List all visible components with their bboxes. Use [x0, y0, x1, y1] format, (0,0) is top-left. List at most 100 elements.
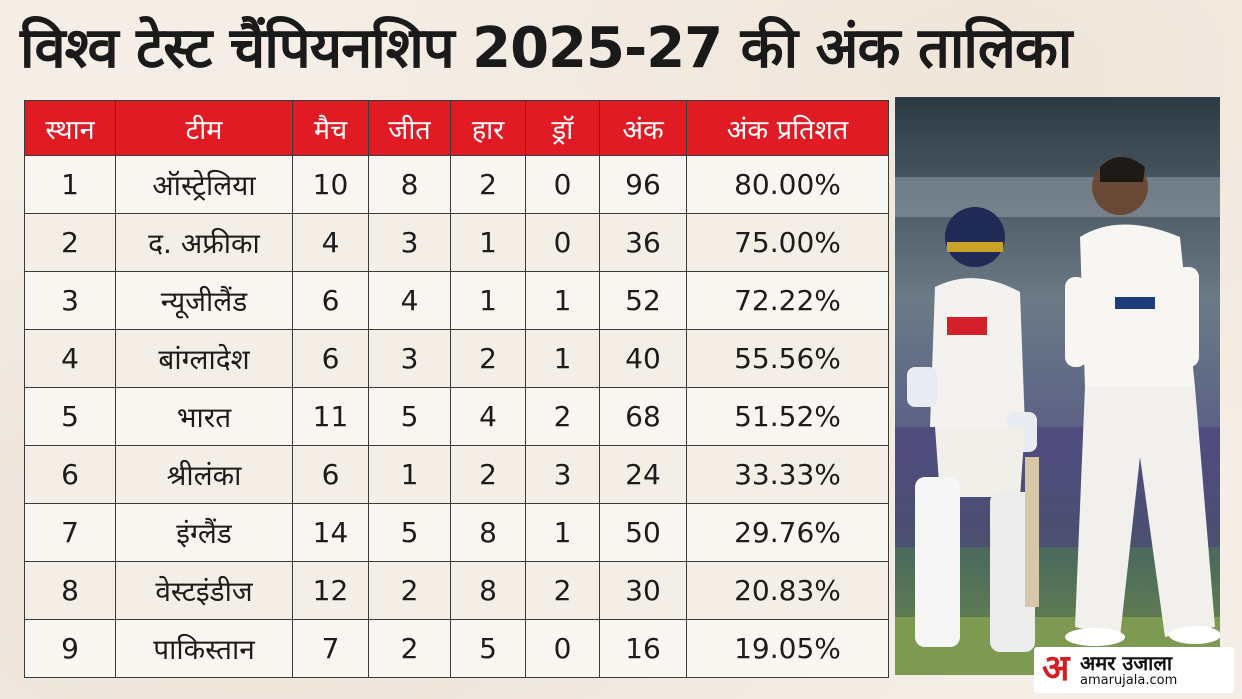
- cell-team: भारत: [115, 387, 293, 446]
- cell-wins: 4: [368, 271, 451, 330]
- header-draws: ड्रॉ: [525, 100, 600, 156]
- cell-losses: 4: [450, 387, 526, 446]
- cell-wins: 2: [368, 619, 451, 678]
- cell-points-percentage: 20.83%: [686, 561, 889, 620]
- cell-position: 4: [24, 329, 116, 388]
- cell-draws: 1: [525, 503, 600, 562]
- table-row: 5 भारत 11 5 4 2 68 51.52%: [24, 387, 889, 446]
- cell-matches: 7: [292, 619, 369, 678]
- bowler-figure: [1065, 157, 1220, 646]
- cell-points: 68: [599, 387, 687, 446]
- table-row: 7 इंग्लैंड 14 5 8 1 50 29.76%: [24, 503, 889, 562]
- cell-team: इंग्लैंड: [115, 503, 293, 562]
- cell-points-percentage: 19.05%: [686, 619, 889, 678]
- cell-matches: 6: [292, 271, 369, 330]
- cell-team: वेस्टइंडीज: [115, 561, 293, 620]
- table-row: 6 श्रीलंका 6 1 2 3 24 33.33%: [24, 445, 889, 504]
- cell-points: 24: [599, 445, 687, 504]
- cell-draws: 2: [525, 387, 600, 446]
- cell-losses: 1: [450, 213, 526, 272]
- cell-draws: 2: [525, 561, 600, 620]
- table-row: 2 द. अफ्रीका 4 3 1 0 36 75.00%: [24, 213, 889, 272]
- amar-ujala-logo-icon: अ: [1042, 648, 1070, 689]
- cell-draws: 3: [525, 445, 600, 504]
- header-losses: हार: [450, 100, 526, 156]
- cell-wins: 1: [368, 445, 451, 504]
- header-matches: मैच: [292, 100, 369, 156]
- cell-points: 96: [599, 155, 687, 214]
- cell-matches: 11: [292, 387, 369, 446]
- cricket-players-photo: [895, 97, 1220, 675]
- cell-matches: 12: [292, 561, 369, 620]
- cell-position: 2: [24, 213, 116, 272]
- cell-losses: 2: [450, 155, 526, 214]
- cell-draws: 1: [525, 271, 600, 330]
- cell-points: 16: [599, 619, 687, 678]
- cell-team: पाकिस्तान: [115, 619, 293, 678]
- cell-matches: 6: [292, 329, 369, 388]
- cell-points-percentage: 51.52%: [686, 387, 889, 446]
- cell-losses: 2: [450, 329, 526, 388]
- cell-points-percentage: 80.00%: [686, 155, 889, 214]
- cell-matches: 6: [292, 445, 369, 504]
- header-team: टीम: [115, 100, 293, 156]
- cell-points: 50: [599, 503, 687, 562]
- cell-draws: 0: [525, 213, 600, 272]
- cell-position: 9: [24, 619, 116, 678]
- cell-points-percentage: 33.33%: [686, 445, 889, 504]
- cell-position: 6: [24, 445, 116, 504]
- table-row: 8 वेस्टइंडीज 12 2 8 2 30 20.83%: [24, 561, 889, 620]
- header-points-percentage: अंक प्रतिशत: [686, 100, 889, 156]
- cell-draws: 0: [525, 155, 600, 214]
- table-row: 1 ऑस्ट्रेलिया 10 8 2 0 96 80.00%: [24, 155, 889, 214]
- cell-losses: 8: [450, 503, 526, 562]
- cell-points: 40: [599, 329, 687, 388]
- cell-wins: 2: [368, 561, 451, 620]
- cell-points: 36: [599, 213, 687, 272]
- page-title: विश्व टेस्ट चैंपियनशिप 2025-27 की अंक ता…: [20, 16, 1072, 81]
- batsman-figure: [907, 207, 1039, 652]
- cell-team: न्यूजीलैंड: [115, 271, 293, 330]
- points-table: स्थान टीम मैच जीत हार ड्रॉ अंक अंक प्रति…: [24, 100, 889, 678]
- cell-points-percentage: 72.22%: [686, 271, 889, 330]
- cell-wins: 5: [368, 387, 451, 446]
- header-wins: जीत: [368, 100, 451, 156]
- cell-position: 8: [24, 561, 116, 620]
- table-row: 9 पाकिस्तान 7 2 5 0 16 19.05%: [24, 619, 889, 678]
- cell-position: 3: [24, 271, 116, 330]
- amar-ujala-logo: अ अमर उजाला amarujala.com: [1034, 647, 1234, 693]
- cell-team: द. अफ्रीका: [115, 213, 293, 272]
- cell-team: ऑस्ट्रेलिया: [115, 155, 293, 214]
- cell-matches: 10: [292, 155, 369, 214]
- players-illustration: [895, 97, 1220, 675]
- cell-position: 7: [24, 503, 116, 562]
- cell-wins: 8: [368, 155, 451, 214]
- cell-matches: 4: [292, 213, 369, 272]
- cell-wins: 3: [368, 213, 451, 272]
- cell-losses: 8: [450, 561, 526, 620]
- cell-points: 30: [599, 561, 687, 620]
- header-points: अंक: [599, 100, 687, 156]
- cell-points-percentage: 75.00%: [686, 213, 889, 272]
- cell-losses: 2: [450, 445, 526, 504]
- logo-brand-name: अमर उजाला: [1080, 651, 1173, 675]
- cell-points: 52: [599, 271, 687, 330]
- cell-losses: 5: [450, 619, 526, 678]
- table-header-row: स्थान टीम मैच जीत हार ड्रॉ अंक अंक प्रति…: [24, 100, 889, 156]
- cell-team: बांग्लादेश: [115, 329, 293, 388]
- table-row: 4 बांग्लादेश 6 3 2 1 40 55.56%: [24, 329, 889, 388]
- cell-wins: 5: [368, 503, 451, 562]
- cell-points-percentage: 29.76%: [686, 503, 889, 562]
- cell-position: 1: [24, 155, 116, 214]
- cell-matches: 14: [292, 503, 369, 562]
- cell-wins: 3: [368, 329, 451, 388]
- cell-position: 5: [24, 387, 116, 446]
- cell-points-percentage: 55.56%: [686, 329, 889, 388]
- cell-team: श्रीलंका: [115, 445, 293, 504]
- cell-draws: 1: [525, 329, 600, 388]
- logo-website: amarujala.com: [1080, 673, 1178, 688]
- table-row: 3 न्यूजीलैंड 6 4 1 1 52 72.22%: [24, 271, 889, 330]
- cell-losses: 1: [450, 271, 526, 330]
- cell-draws: 0: [525, 619, 600, 678]
- header-position: स्थान: [24, 100, 116, 156]
